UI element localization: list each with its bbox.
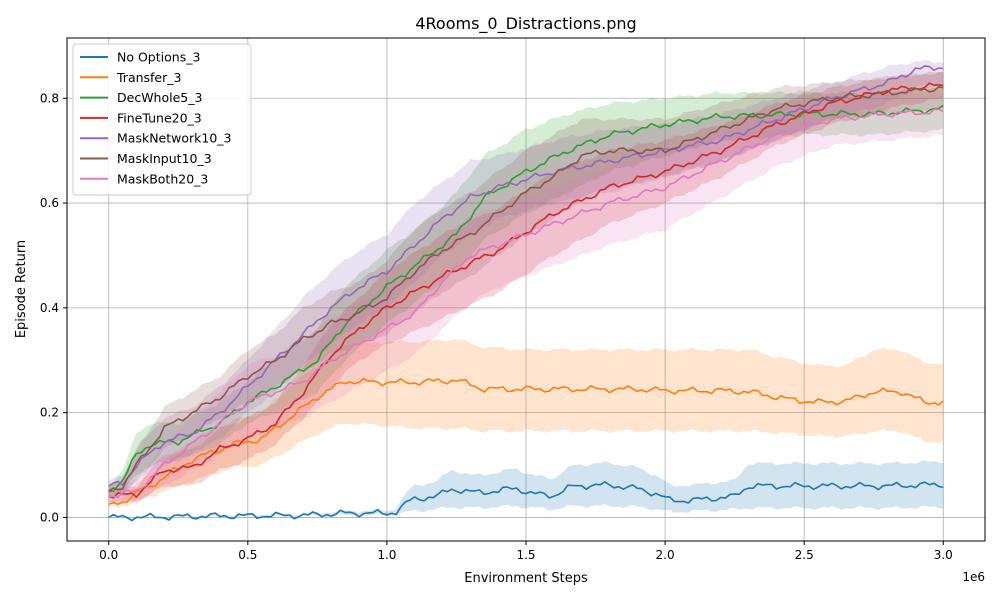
series-band-5 (108, 60, 944, 493)
y-tick-label: 0.2 (40, 406, 59, 420)
legend-label: MaskInput10_3 (117, 151, 212, 166)
legend: No Options_3 Transfer_3 DecWhole5_3 FineTun… (72, 43, 252, 196)
x-tick-label: 3.0 (934, 548, 953, 562)
grid (67, 38, 985, 541)
y-tick-label: 0.8 (40, 91, 59, 105)
legend-label: No Options_3 (117, 50, 200, 65)
series-line-4 (108, 82, 944, 499)
legend-label: FineTune20_3 (117, 110, 202, 125)
y-tick-label: 0.4 (40, 301, 59, 315)
x-tick-label: 0.0 (99, 548, 118, 562)
series-line-6 (108, 86, 944, 492)
y-tick-label: 0.6 (40, 196, 59, 210)
series-line-5 (108, 65, 944, 487)
x-tick-label: 1.0 (377, 548, 396, 562)
x-tick-label: 0.5 (238, 548, 257, 562)
series-line-3 (108, 104, 944, 492)
series-band-1 (108, 460, 944, 520)
series-band-3 (108, 85, 944, 497)
series-line-7 (108, 108, 944, 499)
x-tick-label: 1.5 (516, 548, 535, 562)
legend-label: DecWhole5_3 (117, 90, 202, 105)
series-band-6 (108, 71, 944, 497)
x-axis-offset-label: 1e6 (962, 570, 985, 584)
x-axis-label: Environment Steps (464, 571, 588, 586)
x-tick-label: 2.0 (656, 548, 675, 562)
axis-ticks: 0.0 0.5 1.0 1.5 2.0 2.5 3.0 0.0 0.2 0.4 0.6 0.8 (40, 91, 953, 562)
legend-label: MaskNetwork10_3 (117, 131, 232, 146)
series-line-1 (108, 481, 944, 522)
y-axis-label: Episode Return (14, 240, 29, 338)
y-tick-label: 0.0 (40, 510, 59, 524)
legend-label: Transfer_3 (116, 70, 181, 85)
series-line-2 (108, 377, 944, 506)
x-tick-label: 2.5 (795, 548, 814, 562)
series-band-2 (108, 339, 944, 508)
legend-box (72, 43, 252, 196)
chart-title: 4Rooms_0_Distractions.png (415, 14, 636, 34)
series-lines (108, 65, 944, 522)
series-band-4 (108, 71, 944, 504)
legend-label: MaskBoth20_3 (117, 171, 208, 186)
